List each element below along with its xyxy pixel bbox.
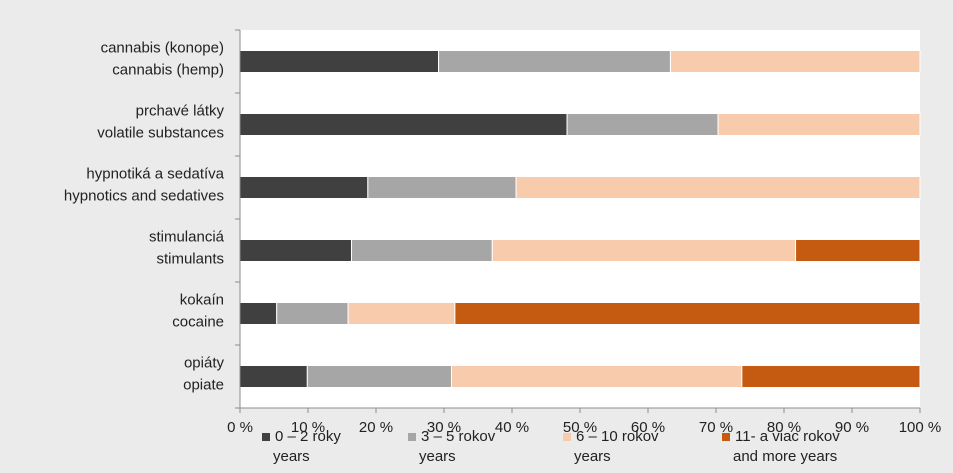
bar-segment-4-2 bbox=[347, 302, 456, 325]
bar-segment-4-0 bbox=[239, 302, 278, 325]
bar-segment-3-1 bbox=[351, 239, 493, 262]
x-tick-label: 60 % bbox=[631, 419, 665, 436]
x-tick-label: 20 % bbox=[359, 419, 393, 436]
bar-segment-1-2 bbox=[717, 113, 921, 136]
x-tick-label: 90 % bbox=[835, 419, 869, 436]
legend-label: 3 – 5 rokov years bbox=[419, 428, 496, 465]
plot-area bbox=[240, 30, 920, 408]
legend: 0 – 2 roky years 3 – 5 rokov years 6 – 10 ro… bbox=[262, 428, 840, 465]
x-ticks-layer: 0 % 10 % 20 % 30 % 40 % 50 % 60 % 70 % 80 % 90 % 1… bbox=[227, 408, 941, 436]
legend-swatch bbox=[262, 433, 270, 441]
y-ticks-layer bbox=[235, 29, 240, 409]
bar-segment-5-2 bbox=[450, 365, 743, 388]
x-tick-label: 10 % bbox=[291, 419, 325, 436]
bar-segment-1-0 bbox=[239, 113, 568, 136]
bars-layer bbox=[239, 50, 921, 388]
category-label: kokaín cocaine bbox=[172, 292, 224, 331]
bar-segment-4-3 bbox=[454, 302, 921, 325]
bar-segment-0-2 bbox=[669, 50, 921, 73]
x-tick-label: 40 % bbox=[495, 419, 529, 436]
x-tick-label: 50 % bbox=[563, 419, 597, 436]
category-label: stimulanciá stimulants bbox=[149, 229, 225, 268]
legend-label: 6 – 10 rokov years bbox=[574, 428, 659, 465]
legend-label: 11- a viac rokov and more years bbox=[733, 428, 840, 465]
bar-segment-3-0 bbox=[239, 239, 353, 262]
x-tick-label: 100 % bbox=[899, 419, 942, 436]
bar-segment-5-1 bbox=[306, 365, 452, 388]
bar-segment-5-3 bbox=[741, 365, 921, 388]
bar-segment-2-1 bbox=[367, 176, 517, 199]
bar-segment-1-1 bbox=[566, 113, 719, 136]
bar-segment-2-2 bbox=[515, 176, 921, 199]
legend-swatch bbox=[563, 433, 571, 441]
bar-segment-0-0 bbox=[239, 50, 440, 73]
x-tick-label: 0 % bbox=[227, 419, 253, 436]
category-label: opiáty opiate bbox=[183, 355, 224, 394]
category-label: hypnotiká a sedatíva hypnotics and sedati… bbox=[64, 166, 225, 205]
category-labels-layer: cannabis (konope) cannabis (hemp) prchavé … bbox=[64, 40, 225, 394]
x-tick-label: 70 % bbox=[699, 419, 733, 436]
legend-swatch bbox=[408, 433, 416, 441]
category-label: prchavé látky volatile substances bbox=[97, 103, 224, 142]
bar-segment-0-1 bbox=[438, 50, 671, 73]
x-tick-label: 30 % bbox=[427, 419, 461, 436]
bar-segment-2-0 bbox=[239, 176, 369, 199]
bar-segment-5-0 bbox=[239, 365, 308, 388]
bar-segment-3-3 bbox=[795, 239, 921, 262]
x-tick-label: 80 % bbox=[767, 419, 801, 436]
category-label: cannabis (konope) cannabis (hemp) bbox=[101, 40, 224, 79]
bar-segment-4-1 bbox=[276, 302, 349, 325]
legend-swatch bbox=[722, 433, 730, 441]
bar-segment-3-2 bbox=[491, 239, 797, 262]
legend-label: 0 – 2 roky years bbox=[273, 428, 341, 465]
